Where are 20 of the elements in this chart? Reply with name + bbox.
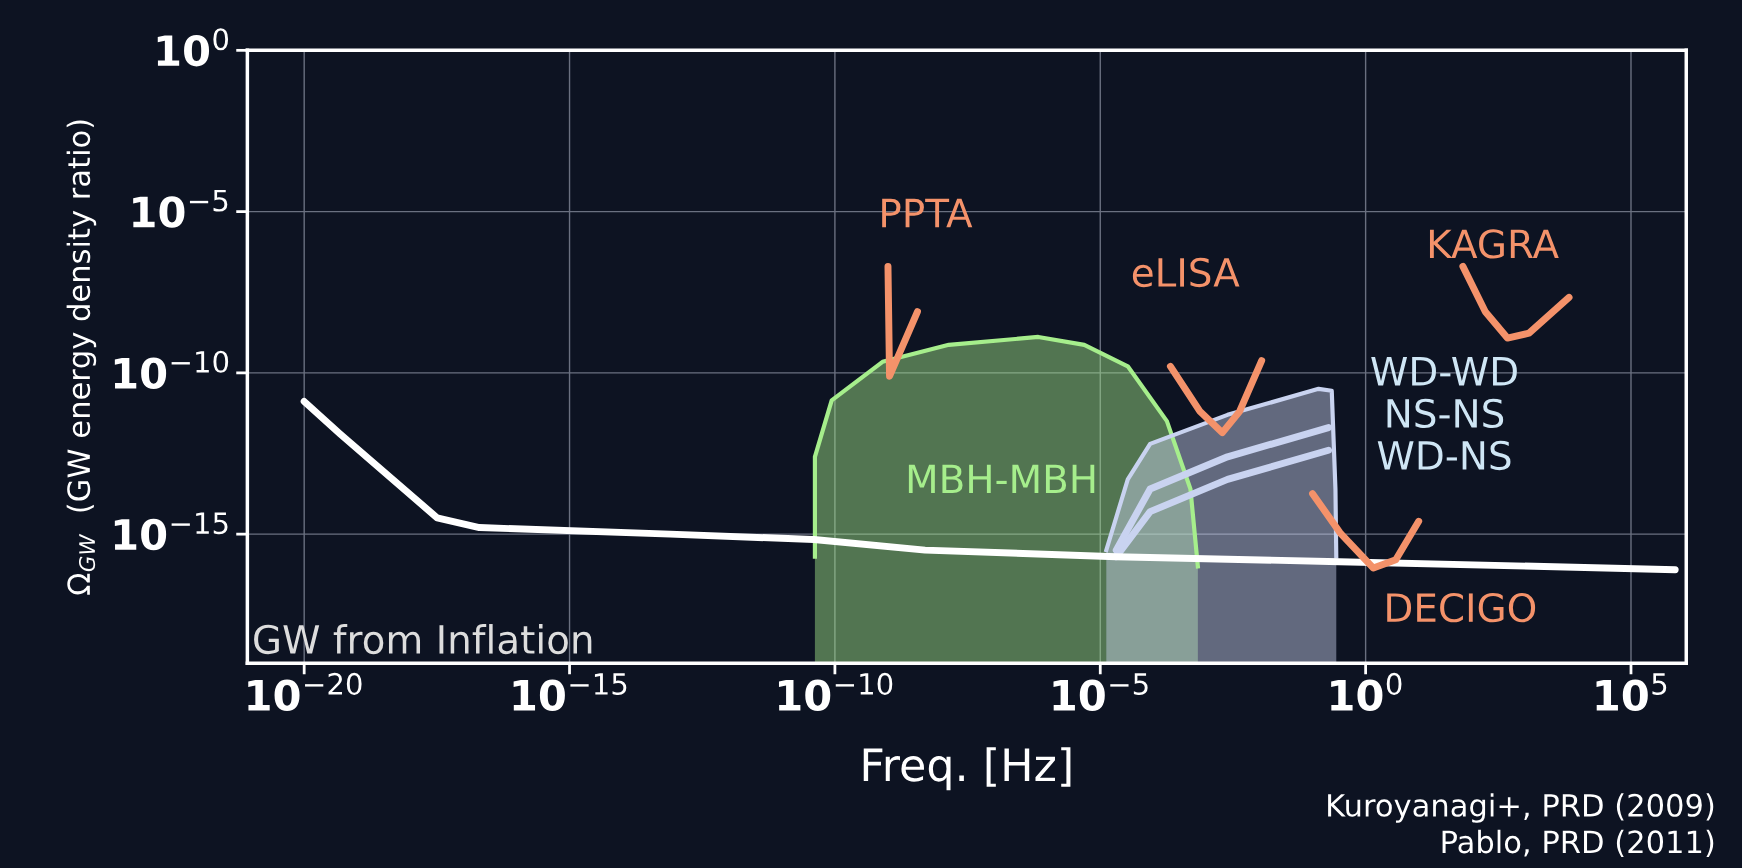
annotation: DECIGO bbox=[1387, 592, 1536, 623]
y-axis-title: Ω$_{GW}$ (GW energy density ratio) bbox=[66, 120, 97, 595]
y-tick-label: 10$^{−5}$ bbox=[133, 189, 228, 228]
x-tick-label: 10$^{5}$ bbox=[1596, 673, 1667, 712]
text: GW from Inflation bbox=[254, 624, 592, 655]
series-label: KAGRA bbox=[1429, 229, 1559, 259]
y-tick-label: 10$^{−10}$ bbox=[114, 350, 229, 389]
series-label: eLISA bbox=[1132, 257, 1240, 288]
y-tick-label: 10$^{0}$ bbox=[157, 28, 229, 67]
series-label: MBH-MBH bbox=[908, 464, 1095, 494]
series-label: PPTA bbox=[882, 198, 973, 228]
x-tick-label: 10$^{−20}$ bbox=[248, 672, 362, 712]
x-tick-label: 10$^{−15}$ bbox=[513, 673, 627, 712]
x-axis-title: Freq. [Hz] bbox=[863, 747, 1071, 791]
x-tick-label: 10$^{0}$ bbox=[1331, 672, 1402, 712]
x-tick-label: 10$^{−10}$ bbox=[778, 672, 893, 712]
text: Kuroyanagi+, PRD (2009) Pablo, PRD (2011) bbox=[1328, 793, 1714, 857]
x-tick-label: 10$^{−5}$ bbox=[1053, 673, 1148, 712]
y-tick-label: 10$^{−15}$ bbox=[114, 512, 228, 551]
annotation: WD-WD NS-NS WD-NS bbox=[1371, 357, 1517, 471]
